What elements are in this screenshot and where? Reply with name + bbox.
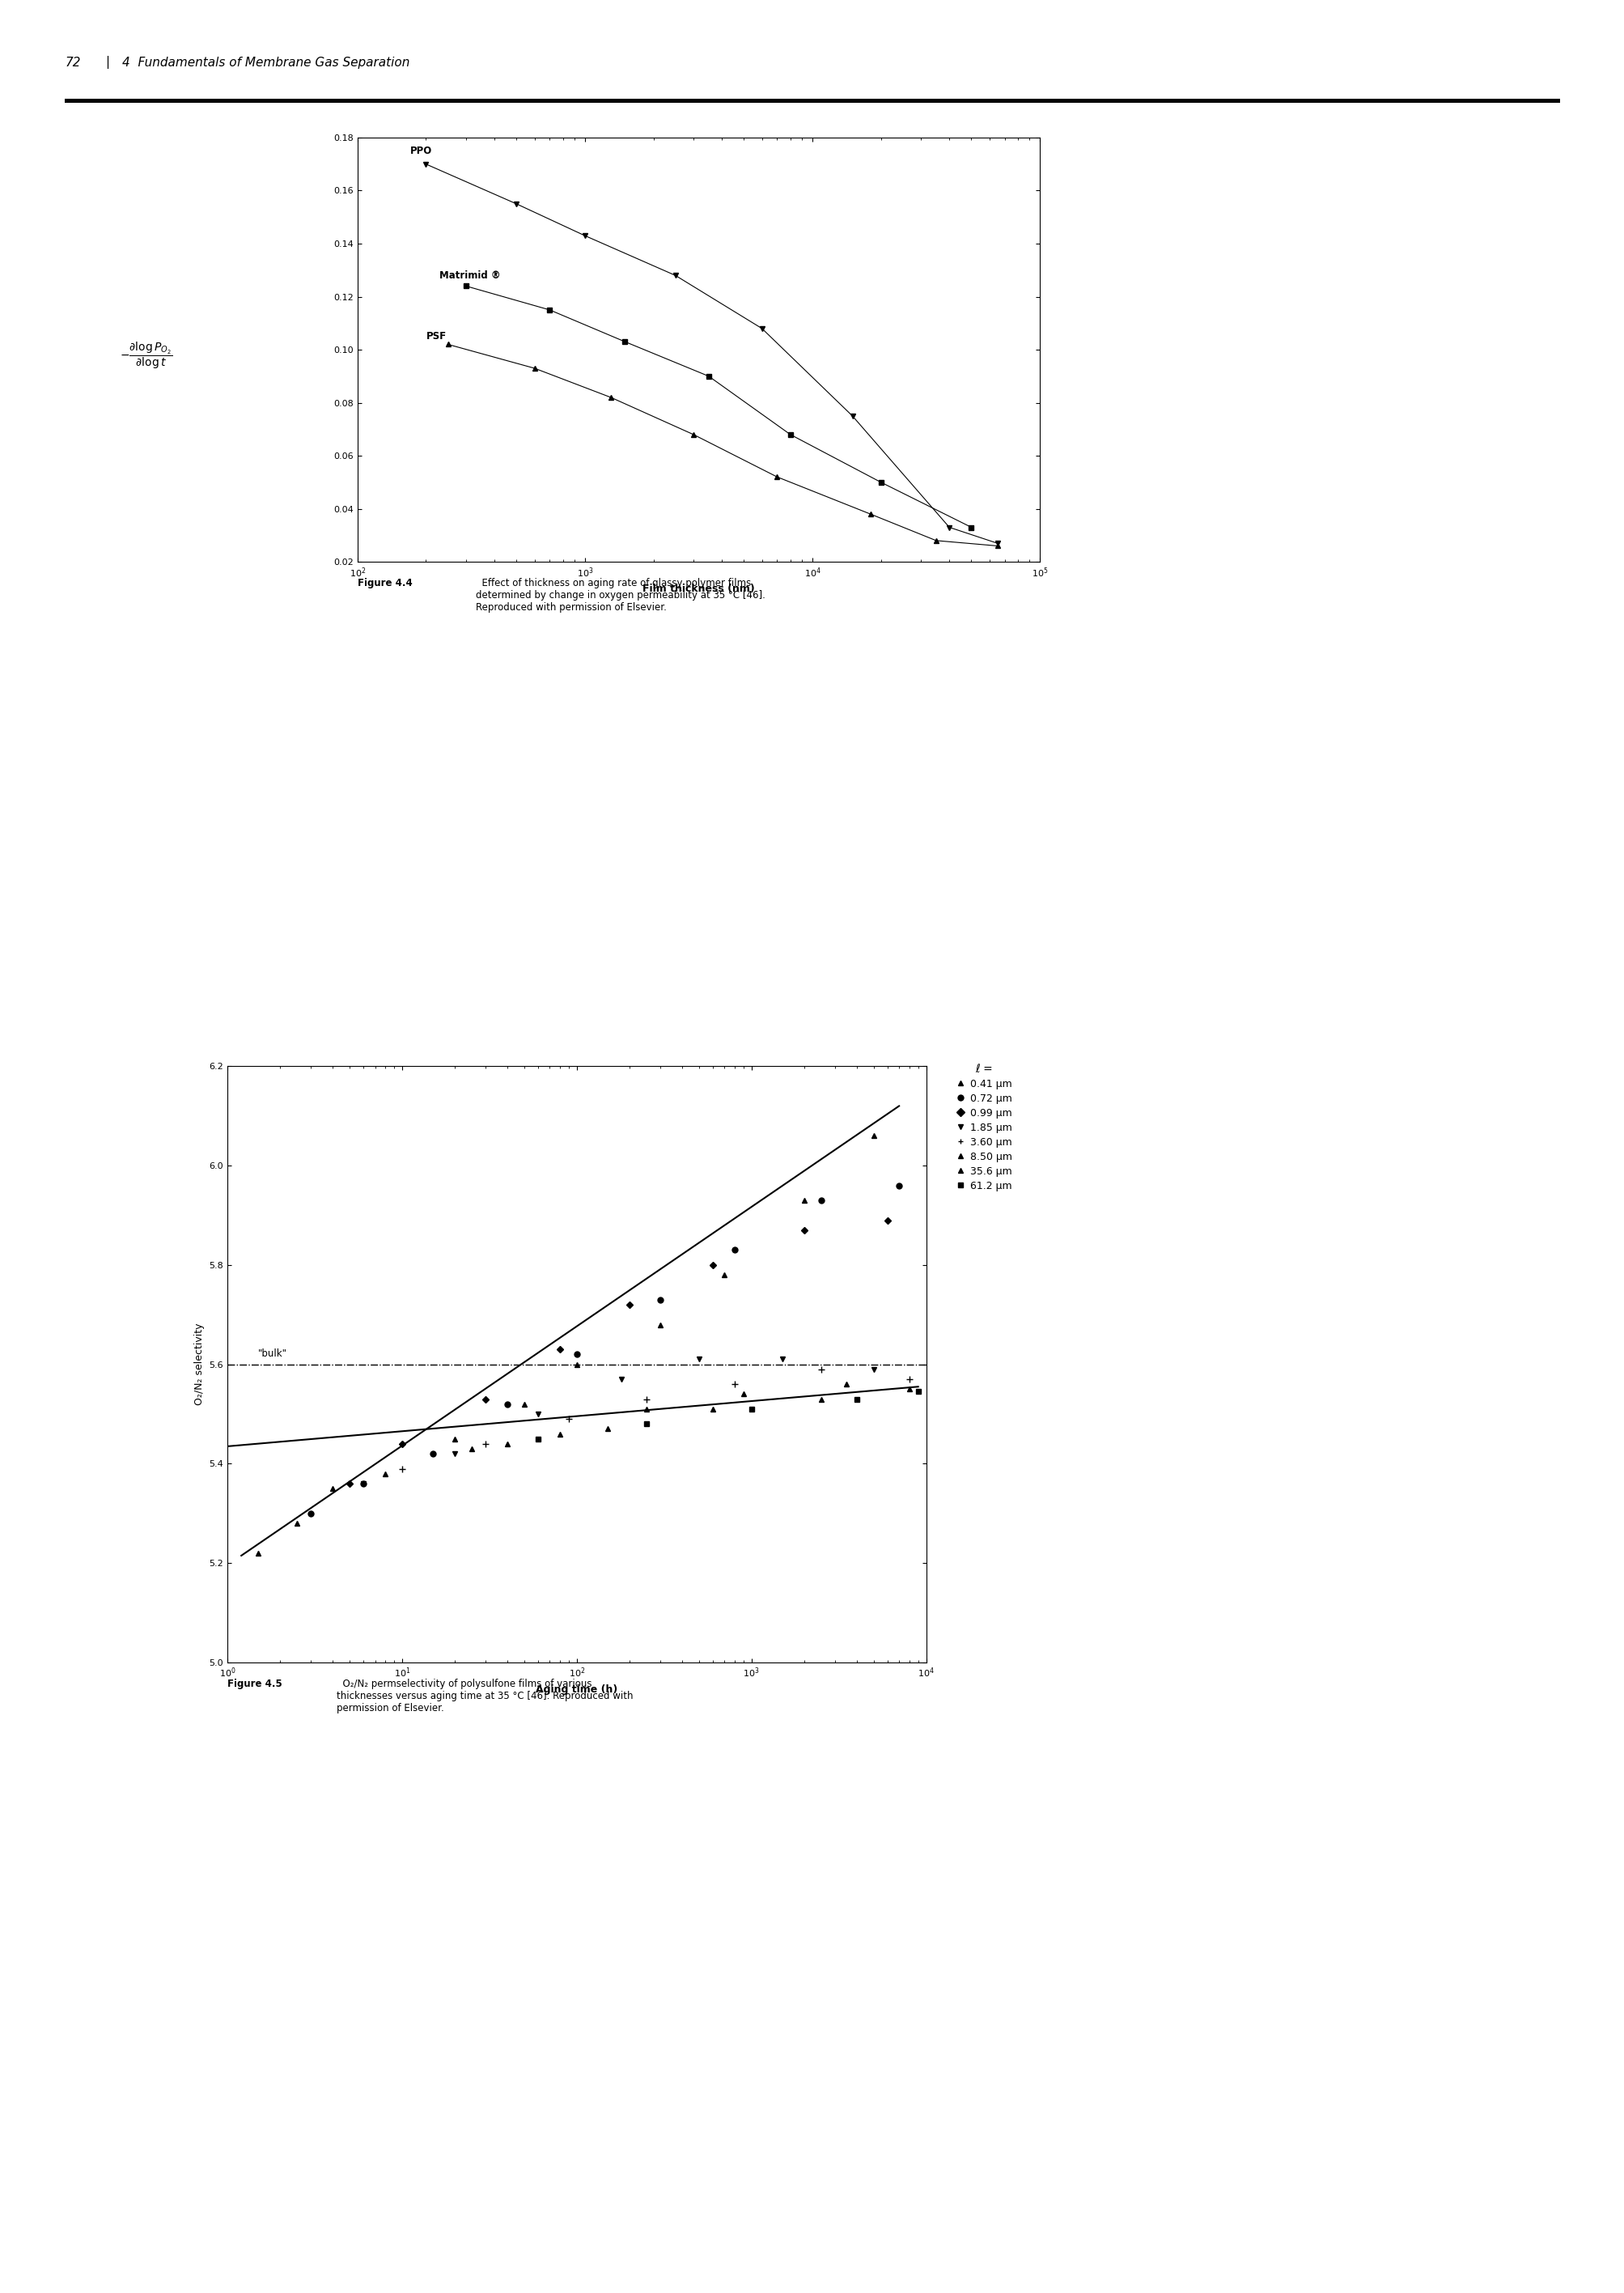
Text: Figure 4.5: Figure 4.5: [227, 1678, 283, 1690]
Text: PPO: PPO: [409, 147, 432, 156]
Text: Matrimid ®: Matrimid ®: [440, 271, 500, 280]
Y-axis label: O₂/N₂ selectivity: O₂/N₂ selectivity: [193, 1323, 205, 1406]
Text: "bulk": "bulk": [258, 1348, 287, 1360]
Text: PSF: PSF: [425, 330, 447, 342]
Text: $-\dfrac{\partial \log P_{O_2}}{\partial \log t}$: $-\dfrac{\partial \log P_{O_2}}{\partial…: [120, 339, 172, 371]
Text: |: |: [106, 55, 110, 69]
Legend: 0.41 μm, 0.72 μm, 0.99 μm, 1.85 μm, 3.60 μm, 8.50 μm, 35.6 μm, 61.2 μm: 0.41 μm, 0.72 μm, 0.99 μm, 1.85 μm, 3.60…: [952, 1059, 1017, 1195]
Text: 72: 72: [65, 57, 81, 69]
X-axis label: Aging time (h): Aging time (h): [536, 1685, 617, 1695]
Text: 4  Fundamentals of Membrane Gas Separation: 4 Fundamentals of Membrane Gas Separatio…: [122, 57, 409, 69]
Text: Figure 4.4: Figure 4.4: [357, 578, 412, 589]
X-axis label: Film thickness (nm): Film thickness (nm): [641, 585, 755, 594]
Text: Effect of thickness on aging rate of glassy polymer films
determined by change i: Effect of thickness on aging rate of gla…: [476, 578, 765, 612]
Text: O₂/N₂ permselectivity of polysulfone films of various
thicknesses versus aging t: O₂/N₂ permselectivity of polysulfone fil…: [336, 1678, 633, 1713]
